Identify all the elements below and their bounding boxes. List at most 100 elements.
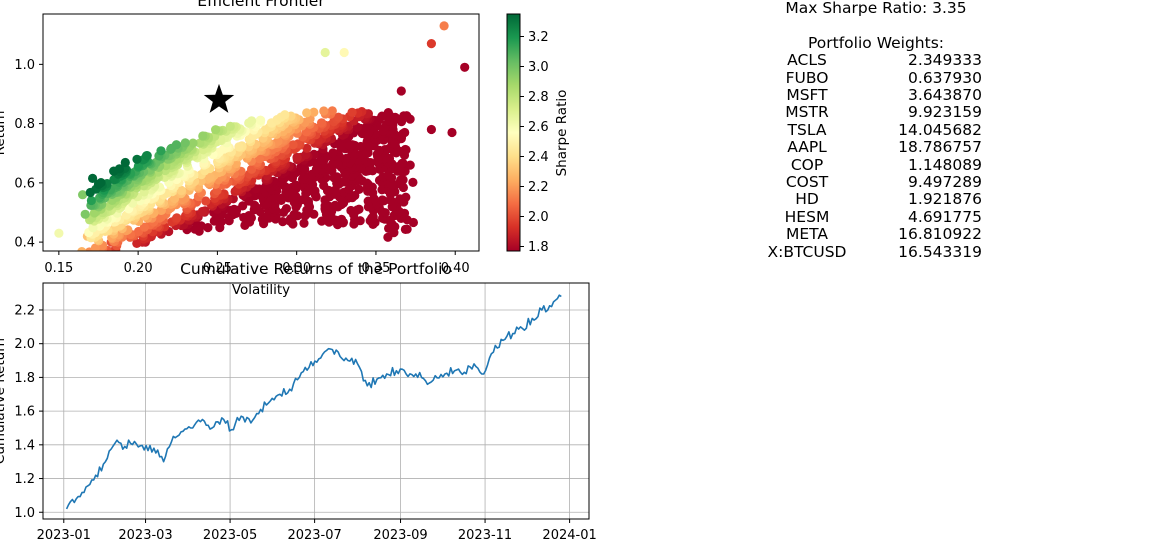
scatter-axes-frame — [42, 13, 480, 252]
scatter-point — [132, 238, 142, 248]
scatter-point — [280, 110, 290, 120]
weight-row: COP 1.148089 — [740, 155, 1012, 174]
weight-row: COST 9.497289 — [740, 173, 1012, 192]
spacer — [740, 17, 1012, 34]
weight-row: HD 1.921876 — [740, 190, 1012, 209]
weight-value: 3.643870 — [908, 86, 982, 105]
weight-value: 2.349333 — [908, 51, 982, 70]
x-tick-label: 0.40 — [441, 261, 470, 276]
scatter-point — [319, 106, 329, 116]
y-tick-label: 1.8 — [14, 371, 35, 386]
scatter-point — [77, 247, 87, 251]
x-tick-label: 2023-05 — [203, 528, 257, 542]
scatter-point — [211, 125, 221, 135]
scatter-point — [281, 204, 291, 214]
x-tick-label: 2023-09 — [373, 528, 427, 542]
line-axes-frame — [42, 282, 590, 520]
x-tick-label: 2024-01 — [542, 528, 596, 542]
scatter-point — [180, 138, 190, 148]
scatter-point — [390, 139, 400, 149]
scatter-point — [396, 86, 406, 96]
weight-ticker: ACLS — [787, 51, 827, 70]
scatter-point — [347, 107, 357, 117]
scatter-point — [156, 146, 166, 156]
line-y-ticks: 1.0 1.2 1.4 1.6 1.8 2.0 2.2 — [14, 303, 43, 521]
y-tick-label: 1.0 — [14, 506, 35, 521]
line-title: Cumulative Returns of the Portfolio — [180, 260, 452, 278]
max-sharpe-star — [203, 83, 235, 113]
colorbar-tick-label: 2.8 — [528, 90, 549, 105]
scatter-point — [396, 175, 406, 185]
scatter-point — [447, 127, 457, 138]
colorbar-tick-label: 1.8 — [528, 240, 549, 255]
scatter-point — [398, 182, 408, 193]
weight-ticker: COP — [790, 155, 824, 174]
colorbar-tick-label: 2.6 — [528, 120, 549, 135]
weights-list: ACLS 2.349333 FUBO 0.637930 MSFT 3.643870 MSTR… — [740, 51, 1012, 261]
scatter-point — [139, 222, 149, 232]
scatter-point — [78, 190, 88, 200]
cumulative-returns-chart: 2023-01 2023-03 2023-05 2023-07 2023-09 2023-… — [0, 260, 597, 542]
scatter-point — [299, 218, 309, 228]
colorbar-tick-label: 2.4 — [528, 150, 549, 165]
weight-row: FUBO 0.637930 — [740, 68, 1012, 87]
weights-header: Portfolio Weights: — [808, 33, 944, 52]
scatter-point — [383, 108, 393, 118]
weight-value: 4.691775 — [908, 207, 982, 226]
scatter-point — [255, 115, 265, 125]
weight-value: 1.921876 — [908, 190, 982, 209]
scatter-point — [426, 124, 436, 135]
scatter-point — [171, 140, 181, 150]
x-tick-label: 0.30 — [282, 261, 311, 276]
scatter-point — [290, 209, 300, 219]
scatter-point — [291, 180, 301, 190]
scatter-xlabel: Volatility — [232, 282, 290, 298]
scatter-point — [273, 136, 283, 146]
x-tick-label: 2023-03 — [118, 528, 172, 542]
x-tick-label: 0.25 — [203, 261, 232, 276]
weight-ticker: MSTR — [785, 103, 829, 122]
scatter-point — [90, 243, 100, 251]
y-tick-label: 1.6 — [14, 405, 35, 420]
weight-row: MSTR 9.923159 — [740, 103, 1012, 122]
weight-value: 1.148089 — [908, 155, 982, 174]
scatter-point — [172, 213, 182, 223]
weight-row: ACLS 2.349333 — [740, 51, 1012, 70]
scatter-point — [88, 223, 98, 233]
scatter-point — [234, 142, 244, 152]
line-ylabel: Cumulative Return — [0, 338, 8, 464]
weight-row: META 16.810922 — [740, 225, 1012, 244]
scatter-points — [54, 21, 470, 251]
scatter-point — [254, 154, 265, 164]
weight-row: HESM 4.691775 — [740, 207, 1012, 226]
colorbar-tick-label: 2.2 — [528, 180, 549, 195]
scatter-point — [278, 217, 288, 227]
scatter-point — [317, 216, 327, 226]
scatter-point — [292, 152, 302, 162]
scatter-point — [109, 166, 119, 176]
x-tick-label: 2023-11 — [458, 528, 512, 542]
scatter-point — [247, 116, 257, 126]
scatter-point — [309, 107, 319, 117]
weight-ticker: COST — [785, 173, 829, 192]
scatter-x-ticks: 0.15 0.20 0.25 0.30 0.35 0.40 — [44, 251, 470, 276]
scatter-point — [400, 127, 410, 138]
scatter-point — [309, 209, 319, 219]
sharpe-colorbar: 1.8 2.0 2.2 2.4 2.6 2.8 3.0 3.2 Sharpe Ratio — [506, 13, 570, 255]
scatter-point — [330, 200, 340, 210]
scatter-title: Efficient Frontier — [197, 0, 325, 10]
colorbar-tick-label: 3.0 — [528, 60, 549, 75]
weight-value: 16.543319 — [898, 242, 982, 261]
scatter-point — [176, 185, 186, 195]
weight-ticker: FUBO — [785, 68, 829, 87]
y-tick-label: 2.2 — [14, 303, 35, 318]
weight-value: 16.810922 — [898, 225, 982, 244]
weight-ticker: AAPL — [787, 138, 827, 157]
weight-row: TSLA 14.045682 — [740, 121, 1012, 139]
efficient-frontier-chart: Efficient Frontier 0.15 0.20 0.25 0.30 0.35 0… — [0, 0, 480, 298]
scatter-point — [244, 211, 254, 221]
scatter-point — [460, 62, 470, 72]
max-sharpe-marker — [203, 83, 235, 113]
scatter-point — [354, 204, 364, 214]
